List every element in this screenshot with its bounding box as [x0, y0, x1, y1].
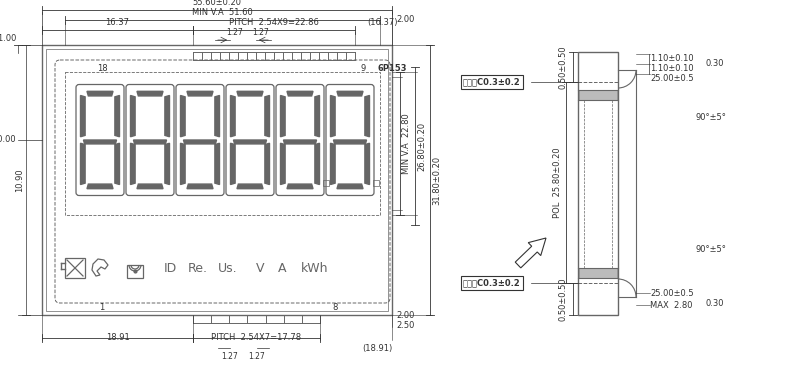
Polygon shape	[287, 91, 313, 96]
Polygon shape	[265, 143, 270, 185]
Text: PITCH  2.54X7=17.78: PITCH 2.54X7=17.78	[211, 333, 302, 342]
Polygon shape	[337, 184, 363, 189]
Text: MAX  10.00: MAX 10.00	[0, 135, 16, 145]
Polygon shape	[281, 143, 285, 185]
Text: 1.27: 1.27	[226, 28, 243, 37]
Polygon shape	[215, 143, 219, 185]
Polygon shape	[115, 95, 119, 137]
Polygon shape	[237, 91, 263, 96]
Text: 9: 9	[360, 64, 366, 73]
Text: MIN V.A  51.60: MIN V.A 51.60	[192, 8, 253, 17]
Text: 唤口面C0.3±0.2: 唤口面C0.3±0.2	[463, 77, 521, 87]
Text: 唤口面C0.3±0.2: 唤口面C0.3±0.2	[463, 279, 521, 287]
Text: 1: 1	[99, 303, 105, 312]
Polygon shape	[137, 184, 163, 189]
Text: 18.91: 18.91	[106, 333, 130, 342]
Text: 2.50: 2.50	[396, 320, 414, 330]
Text: 1.27: 1.27	[253, 28, 270, 37]
Text: Re.: Re.	[188, 262, 208, 275]
Text: PITCH  2.54X9=22.86: PITCH 2.54X9=22.86	[229, 18, 319, 27]
Polygon shape	[187, 91, 213, 96]
Polygon shape	[281, 95, 285, 137]
Polygon shape	[365, 95, 370, 137]
Text: 1.27: 1.27	[249, 352, 266, 361]
Text: 6P153: 6P153	[377, 64, 406, 73]
Text: 1.10±0.10: 1.10±0.10	[650, 64, 694, 73]
Polygon shape	[165, 143, 170, 185]
Text: MAX  2.80: MAX 2.80	[650, 301, 693, 309]
Text: 1.10±0.10: 1.10±0.10	[650, 54, 694, 63]
Bar	[127, 265, 143, 278]
Text: 10.90: 10.90	[15, 168, 24, 192]
Polygon shape	[215, 95, 219, 137]
Text: 90°±5°: 90°±5°	[695, 246, 726, 254]
Polygon shape	[87, 91, 113, 96]
Text: 1.27: 1.27	[222, 352, 238, 361]
Text: 0.50±0.50: 0.50±0.50	[558, 277, 567, 321]
Polygon shape	[181, 143, 185, 185]
Polygon shape	[165, 95, 170, 137]
Text: Us.: Us.	[218, 262, 238, 275]
Polygon shape	[130, 143, 135, 185]
Polygon shape	[234, 140, 266, 144]
Polygon shape	[330, 143, 335, 185]
Text: 25.00±0.5: 25.00±0.5	[650, 288, 694, 298]
Text: 55.60±0.20: 55.60±0.20	[193, 0, 242, 7]
Text: 0.30: 0.30	[705, 298, 723, 308]
Text: (18.91): (18.91)	[362, 344, 392, 353]
Polygon shape	[283, 140, 317, 144]
Text: 26.80±0.20: 26.80±0.20	[417, 121, 426, 171]
Bar	[373, 179, 379, 185]
Text: 8: 8	[332, 303, 338, 312]
Polygon shape	[230, 95, 235, 137]
Text: 31.80±0.20: 31.80±0.20	[432, 156, 441, 204]
Polygon shape	[134, 140, 166, 144]
Polygon shape	[265, 95, 270, 137]
Text: A: A	[278, 262, 286, 275]
Polygon shape	[130, 95, 135, 137]
Polygon shape	[330, 95, 335, 137]
Polygon shape	[87, 184, 113, 189]
Text: 2.00: 2.00	[396, 15, 414, 25]
Text: 0.50±0.50: 0.50±0.50	[558, 45, 567, 89]
Polygon shape	[183, 140, 217, 144]
Text: 0.30: 0.30	[705, 59, 723, 69]
Bar	[578, 52, 618, 315]
Bar	[579, 268, 617, 278]
Polygon shape	[287, 184, 313, 189]
Text: 18: 18	[97, 64, 107, 73]
Polygon shape	[83, 140, 117, 144]
Bar	[65, 72, 380, 215]
Polygon shape	[315, 95, 319, 137]
Polygon shape	[230, 143, 235, 185]
Text: ID: ID	[163, 262, 177, 275]
Bar	[46, 49, 388, 311]
Text: 16.37: 16.37	[106, 18, 130, 27]
Text: kWh: kWh	[302, 262, 329, 275]
Polygon shape	[181, 95, 185, 137]
Text: POL  25.80±0.20: POL 25.80±0.20	[553, 147, 562, 218]
Bar	[42, 45, 392, 315]
Polygon shape	[115, 143, 119, 185]
Text: 90°±5°: 90°±5°	[695, 113, 726, 121]
Text: V: V	[256, 262, 264, 275]
Bar	[323, 179, 329, 185]
Bar	[65, 258, 85, 278]
Text: MAX  1.00: MAX 1.00	[0, 34, 16, 43]
Polygon shape	[237, 184, 263, 189]
Polygon shape	[365, 143, 370, 185]
Bar	[579, 90, 617, 100]
Text: MIN V.A  22.80: MIN V.A 22.80	[402, 113, 411, 174]
Text: 25.00±0.5: 25.00±0.5	[650, 74, 694, 83]
Text: (16.37): (16.37)	[366, 18, 398, 27]
Polygon shape	[81, 95, 85, 137]
Polygon shape	[137, 91, 163, 96]
Text: 2.00: 2.00	[396, 310, 414, 320]
Polygon shape	[315, 143, 319, 185]
Polygon shape	[337, 91, 363, 96]
Polygon shape	[515, 238, 546, 268]
Polygon shape	[334, 140, 366, 144]
Polygon shape	[81, 143, 85, 185]
Polygon shape	[187, 184, 213, 189]
